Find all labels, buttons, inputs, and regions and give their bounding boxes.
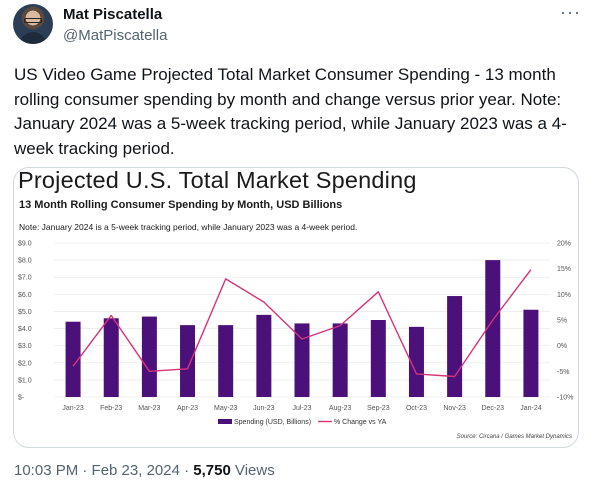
y-left-tick-label: $7.0 [18,275,32,282]
x-tick-label: May-23 [214,405,237,412]
chart-bar [65,321,81,397]
chart-bar [447,296,463,397]
avatar-shirt [19,32,47,44]
y-left-tick-label: $6.0 [18,292,32,299]
legend-line-label: % Change vs YA [334,419,387,426]
x-tick-label: Nov-23 [443,405,466,412]
y-left-tick-label: $3.0 [18,343,32,350]
tweet-text: US Video Game Projected Total Market Con… [14,65,567,158]
x-tick-label: Sep-23 [367,405,390,412]
y-left-tick-label: $2.0 [18,360,32,367]
chart-bar [523,309,539,397]
y-left-tick-label: $9.0 [18,241,32,248]
y-right-tick-label: 20% [557,241,571,248]
y-left-tick-label: $- [18,395,25,402]
more-options-icon[interactable]: ··· [560,2,581,22]
chart-bar [332,323,348,397]
author-handle[interactable]: @MatPiscatella [63,27,168,44]
x-tick-label: Aug-23 [329,405,352,412]
chart-bar [218,325,234,397]
author-name[interactable]: Mat Piscatella [63,6,163,23]
legend-bar-swatch [218,419,232,424]
chart-bar [141,316,157,397]
tweet-media-chart[interactable]: $9.0 $8.0 $7.0 $6.0 $5.0 $4.0 $3.0 $2.0 $1.0 $- 2… [13,167,579,448]
tweet-meta: 10:03 PM · Feb 23, 2024 · 5,750 Views [14,462,275,479]
y-left-tick-label: $8.0 [18,258,32,265]
x-tick-label: Feb-23 [100,405,122,412]
x-tick-label: Jan-23 [62,405,84,412]
chart-bar [370,320,386,397]
x-tick-label: Dec-23 [481,405,504,412]
y-right-tick-label: -5% [557,369,569,376]
chart-source: Source: Circana / Games Market Dynamics [456,434,572,440]
chart-note: Note: January 2024 is a 5-week tracking … [19,222,358,232]
views-count: 5,750 [193,462,231,479]
y-right-tick-label: 15% [557,266,571,273]
chart-canvas: $9.0 $8.0 $7.0 $6.0 $5.0 $4.0 $3.0 $2.0 $1.0 $- 2… [18,241,573,427]
tweet-timestamp[interactable]: 10:03 PM · Feb 23, 2024 · [14,462,194,479]
x-tick-label: Jun-23 [253,405,275,412]
chart-bar [485,260,501,397]
y-left-tick-label: $5.0 [18,309,32,316]
y-right-tick-label: -10% [557,395,573,402]
y-left-tick-label: $4.0 [18,326,32,333]
chart-title: Projected U.S. Total Market Spending [18,167,417,193]
views-label: Views [230,462,275,479]
chart-bar [408,326,424,397]
x-tick-label: Jan-24 [520,405,542,412]
y-right-tick-label: 10% [557,292,571,299]
y-right-tick-label: 0% [557,343,567,350]
x-tick-label: Apr-23 [177,405,198,412]
chart-bar [294,323,310,397]
y-left-tick-label: $1.0 [18,377,32,384]
x-tick-label: Oct-23 [406,405,427,412]
chart-bar [180,325,196,397]
chart-bar [256,314,272,397]
chart-bar [103,318,119,397]
chart-subtitle: 13 Month Rolling Consumer Spending by Mo… [19,199,343,211]
legend-bar-label: Spending (USD, Billions) [234,419,311,426]
x-tick-label: Jul-23 [292,405,311,412]
avatar[interactable] [13,4,53,44]
y-right-tick-label: 5% [557,318,567,325]
x-tick-label: Mar-23 [138,405,160,412]
avatar-glasses [24,18,42,23]
